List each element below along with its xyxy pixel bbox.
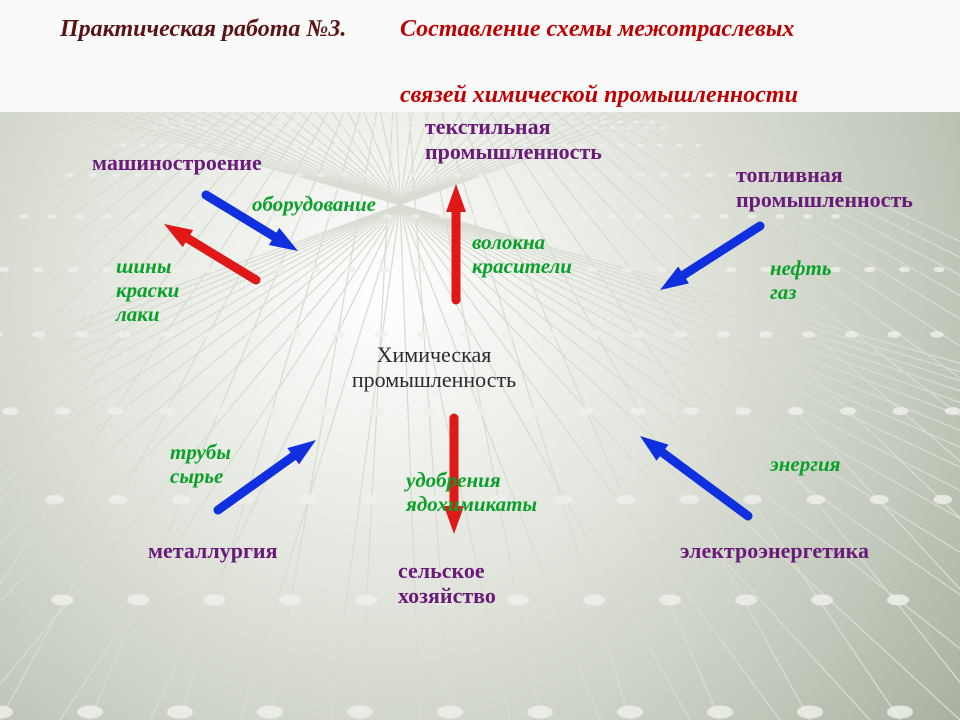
industry-metallurgy: металлургия bbox=[148, 538, 278, 563]
flow-energy: энергия bbox=[770, 452, 840, 476]
title-left: Практическая работа №3. bbox=[60, 16, 346, 44]
industry-power: электроэнергетика bbox=[680, 538, 869, 563]
flow-oil_gas: нефть газ bbox=[770, 256, 831, 304]
industry-machining: машиностроение bbox=[92, 150, 262, 175]
flow-pipes_raw: трубы сырье bbox=[170, 440, 231, 488]
title-right: Составление схемы межотраслевых bbox=[400, 16, 794, 44]
flow-equipment: оборудование bbox=[252, 192, 376, 216]
flow-tires_paints: шины краски лаки bbox=[116, 254, 179, 326]
flow-fibers_dyes: волокна красители bbox=[472, 230, 572, 278]
industry-agriculture: сельское хозяйство bbox=[398, 558, 496, 609]
flow-fert_pest: удобрения ядохимикаты bbox=[406, 468, 537, 516]
industry-textile: текстильная промышленность bbox=[425, 114, 602, 165]
industry-fuel: топливная промышленность bbox=[736, 162, 913, 213]
title-line2: связей химической промышленности bbox=[400, 82, 798, 110]
center-label: Химическая промышленность bbox=[352, 342, 516, 393]
